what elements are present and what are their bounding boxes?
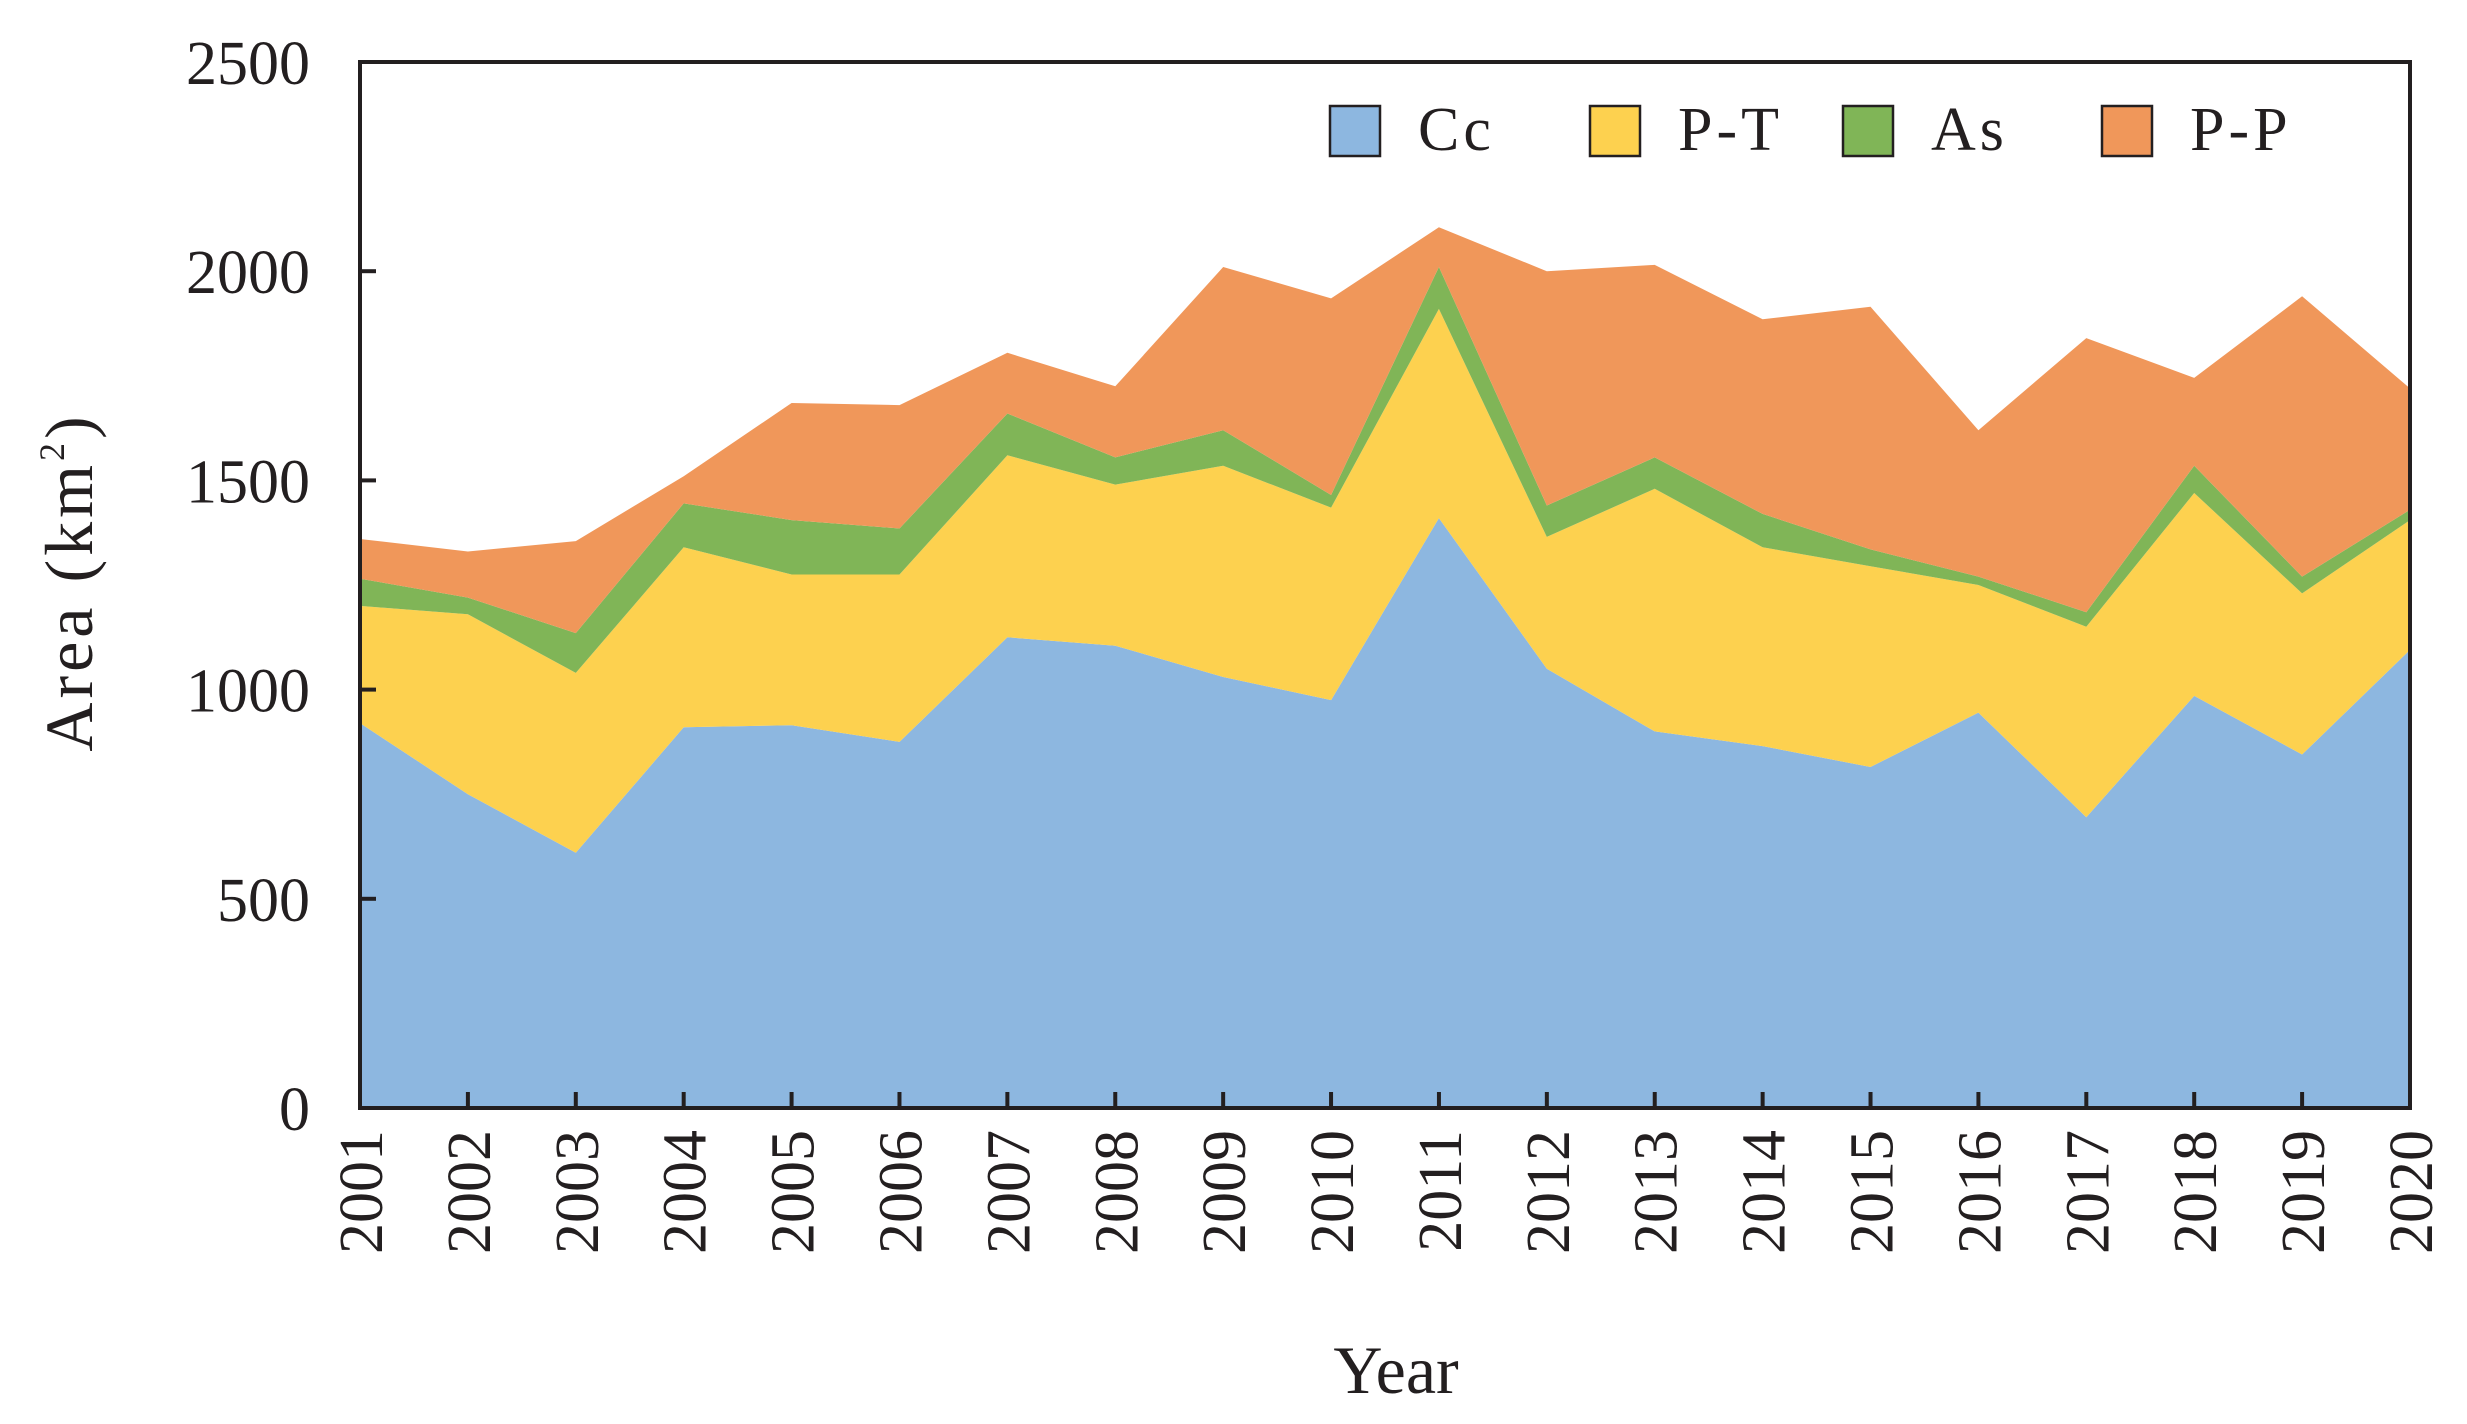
legend-swatch-cc <box>1328 104 1382 158</box>
area-series-p-t <box>360 308 2410 853</box>
x-tick-label: 2017 <box>2054 1130 2122 1254</box>
x-tick-label: 2003 <box>544 1130 612 1254</box>
plot-frame <box>358 60 2412 1110</box>
x-tick-label: 2011 <box>1407 1130 1475 1252</box>
legend-label-p-p: P-P <box>2190 96 2292 164</box>
y-tick-label: 500 <box>217 867 310 935</box>
legend-label-as: As <box>1931 96 2008 164</box>
legend-swatch-p-t <box>1588 104 1642 158</box>
x-tick-label: 2007 <box>975 1130 1043 1254</box>
legend: Cc P-T As P-P <box>1328 96 2292 164</box>
legend-label-cc: Cc <box>1418 96 1495 164</box>
legend-label-p-t: P-T <box>1678 96 1783 164</box>
y-axis-title-close: ) <box>31 412 107 439</box>
area-series-cc <box>360 518 2410 1108</box>
x-tick-label: 2015 <box>1839 1130 1907 1254</box>
y-tick-label: 2000 <box>186 239 310 307</box>
y-tick-label: 2500 <box>186 30 310 98</box>
x-axis-title: Year <box>1333 1332 1459 1408</box>
y-tick-label: 0 <box>279 1076 310 1144</box>
legend-swatch-p-p <box>2100 104 2154 158</box>
x-tick-label: 2001 <box>328 1130 396 1254</box>
x-tick-label: 2010 <box>1299 1130 1367 1254</box>
legend-swatch-as <box>1841 104 1895 158</box>
x-tick-label: 2008 <box>1083 1130 1151 1254</box>
area-series-p-p <box>360 227 2410 634</box>
area-layers <box>360 227 2410 1108</box>
x-tick-label: 2012 <box>1515 1130 1583 1254</box>
x-axis: 2001 2002 2003 2004 2005 2006 2007 2008 2009 2010… <box>328 1092 2446 1254</box>
x-tick-label: 2004 <box>652 1130 720 1254</box>
x-tick-label: 2005 <box>760 1130 828 1254</box>
x-tick-label: 2014 <box>1731 1130 1799 1254</box>
x-tick-label: 2013 <box>1623 1130 1691 1254</box>
x-tick-label: 2020 <box>2378 1130 2446 1254</box>
y-tick-label: 1500 <box>186 448 310 516</box>
x-tick-label: 2016 <box>1946 1130 2014 1254</box>
x-tick-label: 2019 <box>2270 1130 2338 1254</box>
x-tick-label: 2018 <box>2162 1130 2230 1254</box>
x-tick-label: 2006 <box>868 1130 936 1254</box>
y-axis: 0 500 1000 1500 2000 2500 <box>186 30 376 1144</box>
y-axis-title-main: Area (km <box>31 461 107 752</box>
y-axis-title-superscript: 2 <box>32 439 72 461</box>
x-tick-label: 2009 <box>1191 1130 1259 1254</box>
y-axis-title: Area (km2) <box>31 412 107 751</box>
y-tick-label: 1000 <box>186 658 310 726</box>
x-tick-label: 2002 <box>436 1130 504 1254</box>
area-series-as <box>360 267 2410 673</box>
